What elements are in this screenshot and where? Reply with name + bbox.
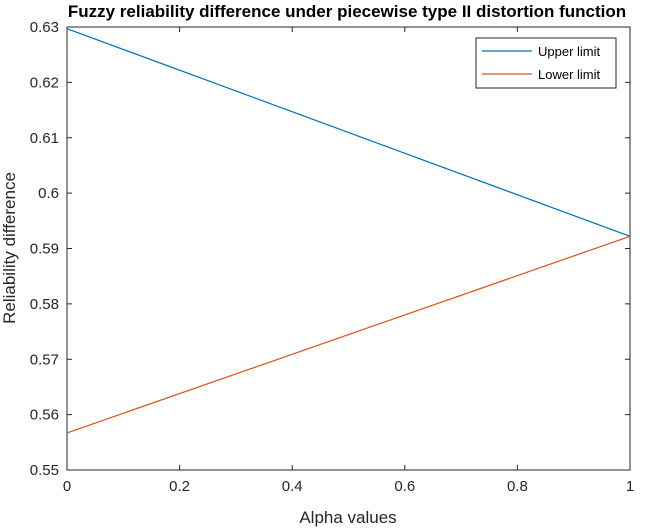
y-tick-label: 0.62 (30, 74, 59, 91)
x-tick-label: 0.8 (507, 478, 528, 495)
x-tick-label: 1 (626, 478, 634, 495)
y-tick-label: 0.58 (30, 296, 59, 313)
series-line-upper-limit (66, 28, 631, 237)
legend-box (475, 37, 617, 89)
y-tick-label: 0.61 (30, 130, 59, 147)
y-tick-label: 0.6 (38, 185, 59, 202)
y-tick-label: 0.55 (30, 462, 59, 479)
legend: Upper limit Lower limit (475, 37, 617, 89)
x-tick-label: 0 (63, 478, 71, 495)
y-tick-label: 0.57 (30, 351, 59, 368)
plot-area (66, 26, 631, 471)
series-line-lower-limit (66, 235, 631, 434)
y-axis-label: Reliability difference (0, 172, 19, 324)
y-tick-label: 0.63 (30, 19, 59, 36)
x-axis-label: Alpha values (299, 508, 396, 527)
x-tick-label: 0.6 (394, 478, 415, 495)
y-tick-label: 0.59 (30, 241, 59, 258)
x-tick-label: 0.2 (169, 478, 190, 495)
legend-label-lower-limit: Lower limit (538, 67, 601, 82)
legend-label-upper-limit: Upper limit (538, 44, 601, 59)
x-tick-label: 0.4 (282, 478, 303, 495)
chart-title: Fuzzy reliability difference under piece… (68, 2, 626, 21)
y-tick-label: 0.56 (30, 407, 59, 424)
y-axis: 0.55 0.56 0.57 0.58 0.59 0.6 0.61 0.62 0.63 (30, 19, 630, 479)
x-axis: 0 0.2 0.4 0.6 0.8 1 (63, 27, 634, 495)
series-lines (66, 28, 631, 434)
